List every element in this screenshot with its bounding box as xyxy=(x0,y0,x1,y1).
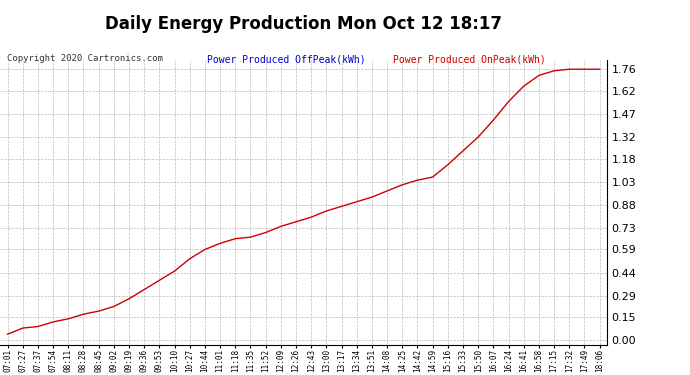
Text: Copyright 2020 Cartronics.com: Copyright 2020 Cartronics.com xyxy=(7,54,163,63)
Text: Power Produced OnPeak(kWh): Power Produced OnPeak(kWh) xyxy=(393,54,546,64)
Text: Daily Energy Production Mon Oct 12 18:17: Daily Energy Production Mon Oct 12 18:17 xyxy=(105,15,502,33)
Text: Power Produced OffPeak(kWh): Power Produced OffPeak(kWh) xyxy=(207,54,366,64)
